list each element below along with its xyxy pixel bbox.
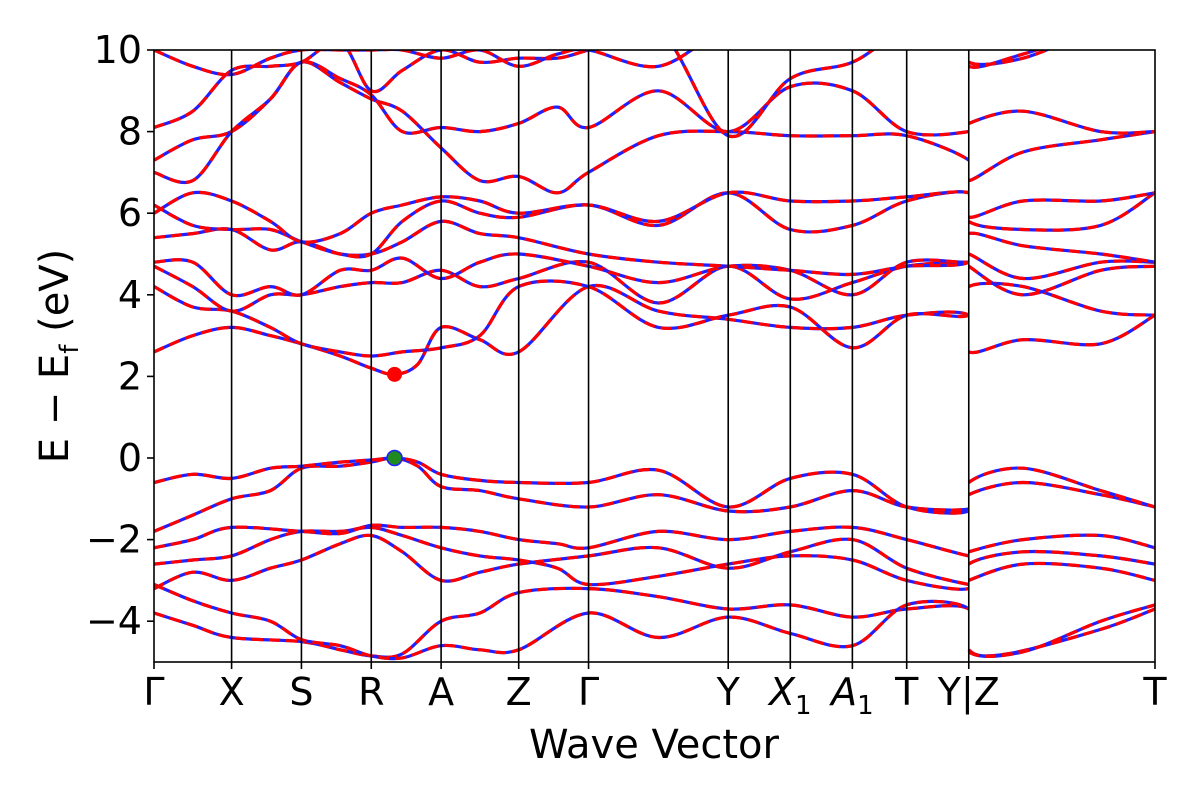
y-tick-label-6: 8 bbox=[118, 110, 142, 154]
band-line-blue-12 bbox=[154, 190, 1155, 259]
x-tick-label-7: Y bbox=[716, 670, 741, 714]
y-tick-label-1: −2 bbox=[86, 518, 142, 562]
x-tick-label-5: Z bbox=[506, 670, 532, 714]
cbm-marker bbox=[387, 366, 403, 382]
band-line-red-17 bbox=[154, 50, 1042, 77]
band-line-blue-15 bbox=[154, 60, 1155, 184]
x-tick-label-3: R bbox=[358, 670, 384, 714]
band-line-red-16 bbox=[154, 50, 1051, 139]
x-tick-label-10: T bbox=[894, 670, 919, 714]
bands-layer bbox=[154, 50, 1155, 661]
y-axis-label-main: E − E bbox=[32, 354, 78, 464]
x-tick-label-6: Γ bbox=[578, 670, 599, 714]
y-axis-label-sub: f bbox=[55, 344, 85, 354]
band-line-red-11 bbox=[154, 219, 1155, 277]
kpoint-separators bbox=[230, 50, 970, 662]
y-axis-label-unit: (eV) bbox=[32, 249, 78, 345]
band-line-blue-9 bbox=[154, 259, 1155, 313]
band-line-red-12 bbox=[154, 190, 1155, 259]
y-tick-label-5: 6 bbox=[118, 191, 142, 235]
band-line-red-7 bbox=[154, 283, 1155, 377]
band-line-red-6 bbox=[154, 456, 1155, 515]
band-line-red-1 bbox=[154, 583, 1155, 661]
band-line-red-15 bbox=[154, 60, 1155, 184]
band-line-blue-13 bbox=[154, 190, 1155, 244]
y-tick-label-7: 10 bbox=[94, 28, 142, 72]
x-tick-label-0: Γ bbox=[143, 670, 164, 714]
x-ticks: Γ X S R A Z Γ Y X1 A1 T Y|Z T bbox=[143, 662, 1167, 721]
y-tick-label-0: −4 bbox=[86, 599, 142, 643]
band-line-blue-14 bbox=[154, 60, 1155, 195]
band-line-blue-16 bbox=[154, 50, 1051, 139]
x-tick-label-2: S bbox=[289, 670, 313, 714]
x-tick-label-9: A1 bbox=[828, 670, 874, 721]
band-line-red-2 bbox=[154, 533, 1155, 591]
y-tick-label-2: 0 bbox=[118, 436, 142, 480]
band-line-blue-0 bbox=[154, 586, 1155, 659]
band-line-red-14 bbox=[154, 60, 1155, 195]
plot-frame bbox=[153, 49, 1156, 663]
x-tick-label-8: X1 bbox=[767, 670, 812, 721]
band-line-blue-7 bbox=[154, 283, 1155, 377]
band-line-red-9 bbox=[154, 259, 1155, 313]
y-tick-label-3: 2 bbox=[118, 354, 142, 398]
x-tick-label-12: T bbox=[1142, 670, 1167, 714]
y-tick-label-4: 4 bbox=[118, 273, 142, 317]
x-tick-label-4: A bbox=[428, 670, 454, 714]
y-ticks: −4 −2 0 2 4 6 8 10 bbox=[86, 28, 154, 643]
vbm-marker bbox=[386, 449, 403, 467]
band-line-red-0 bbox=[154, 586, 1155, 659]
band-line-red-10 bbox=[154, 252, 1155, 298]
band-edge-markers bbox=[386, 366, 403, 467]
band-line-red-4 bbox=[154, 523, 1155, 558]
x-axis-label: Wave Vector bbox=[529, 722, 780, 768]
y-axis-label: E − Ef (eV) bbox=[32, 249, 85, 464]
band-line-red-13 bbox=[154, 190, 1155, 244]
x-tick-label-11: Y|Z bbox=[937, 670, 1000, 715]
x-tick-label-1: X bbox=[219, 670, 245, 714]
